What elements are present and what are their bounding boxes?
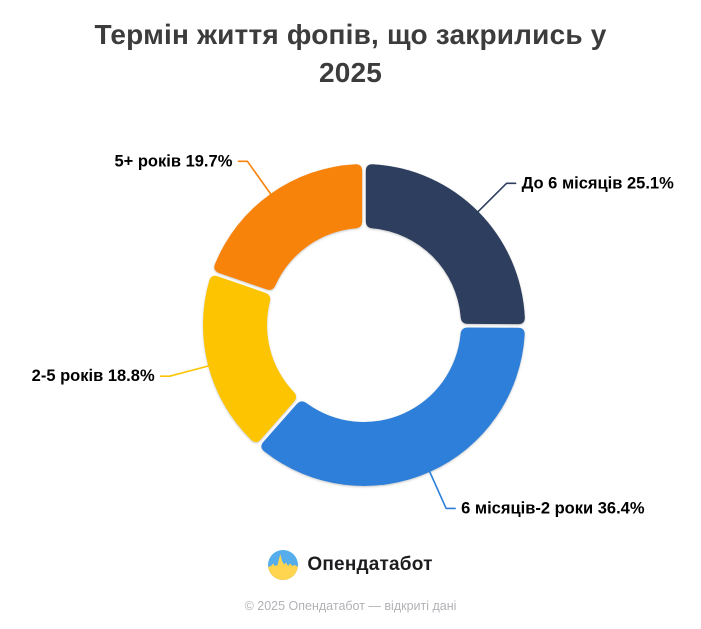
callout-line-0 [475,182,517,214]
callout-label-3: 5+ років 19.7% [114,152,232,170]
donut-segment-2 [203,275,297,443]
logo: Опендатабот [0,549,701,581]
callout-line-3 [237,160,273,197]
donut-segment-3 [214,164,363,290]
callout-line-1 [428,469,456,510]
callout-label-1: 6 місяців-2 роки 36.4% [461,499,645,517]
callout-label-0: До 6 місяців 25.1% [522,174,675,192]
donut-segment-0 [365,164,525,325]
footer-credit: © 2025 Опендатабот — відкриті дані [244,599,457,613]
page-title: Термін життя фопів, що закрились у 2025 [0,0,701,92]
donut-segment-1 [261,327,525,486]
callout-label-2: 2-5 років 18.8% [32,367,155,385]
logo-wordmark: Опендатабот [307,554,433,575]
page-title-line1: Термін життя фопів, що закрились у [94,19,607,50]
opendatabot-logo-icon [268,550,299,580]
callout-line-2 [159,364,212,378]
page-title-line2: 2025 [318,57,383,88]
